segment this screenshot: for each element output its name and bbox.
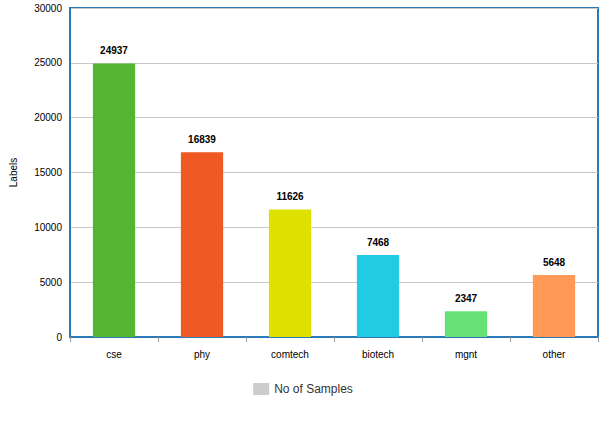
- svg-text:20000: 20000: [34, 112, 62, 123]
- svg-text:cse: cse: [106, 349, 122, 360]
- svg-text:15000: 15000: [34, 167, 62, 178]
- svg-text:10000: 10000: [34, 222, 62, 233]
- svg-text:phy: phy: [194, 349, 210, 360]
- svg-text:25000: 25000: [34, 57, 62, 68]
- svg-text:11626: 11626: [276, 191, 304, 202]
- svg-text:other: other: [543, 349, 566, 360]
- svg-text:5648: 5648: [543, 257, 566, 268]
- svg-text:7468: 7468: [367, 237, 390, 248]
- svg-text:mgnt: mgnt: [455, 349, 477, 360]
- svg-text:24937: 24937: [100, 45, 128, 56]
- svg-text:0: 0: [56, 332, 62, 343]
- svg-text:biotech: biotech: [362, 349, 394, 360]
- svg-text:30000: 30000: [34, 3, 62, 14]
- svg-text:No of Samples: No of Samples: [274, 382, 353, 396]
- svg-text:comtech: comtech: [271, 349, 309, 360]
- svg-text:16839: 16839: [188, 134, 216, 145]
- svg-text:5000: 5000: [40, 277, 63, 288]
- svg-text:2347: 2347: [455, 293, 478, 304]
- svg-text:Labels: Labels: [8, 158, 19, 187]
